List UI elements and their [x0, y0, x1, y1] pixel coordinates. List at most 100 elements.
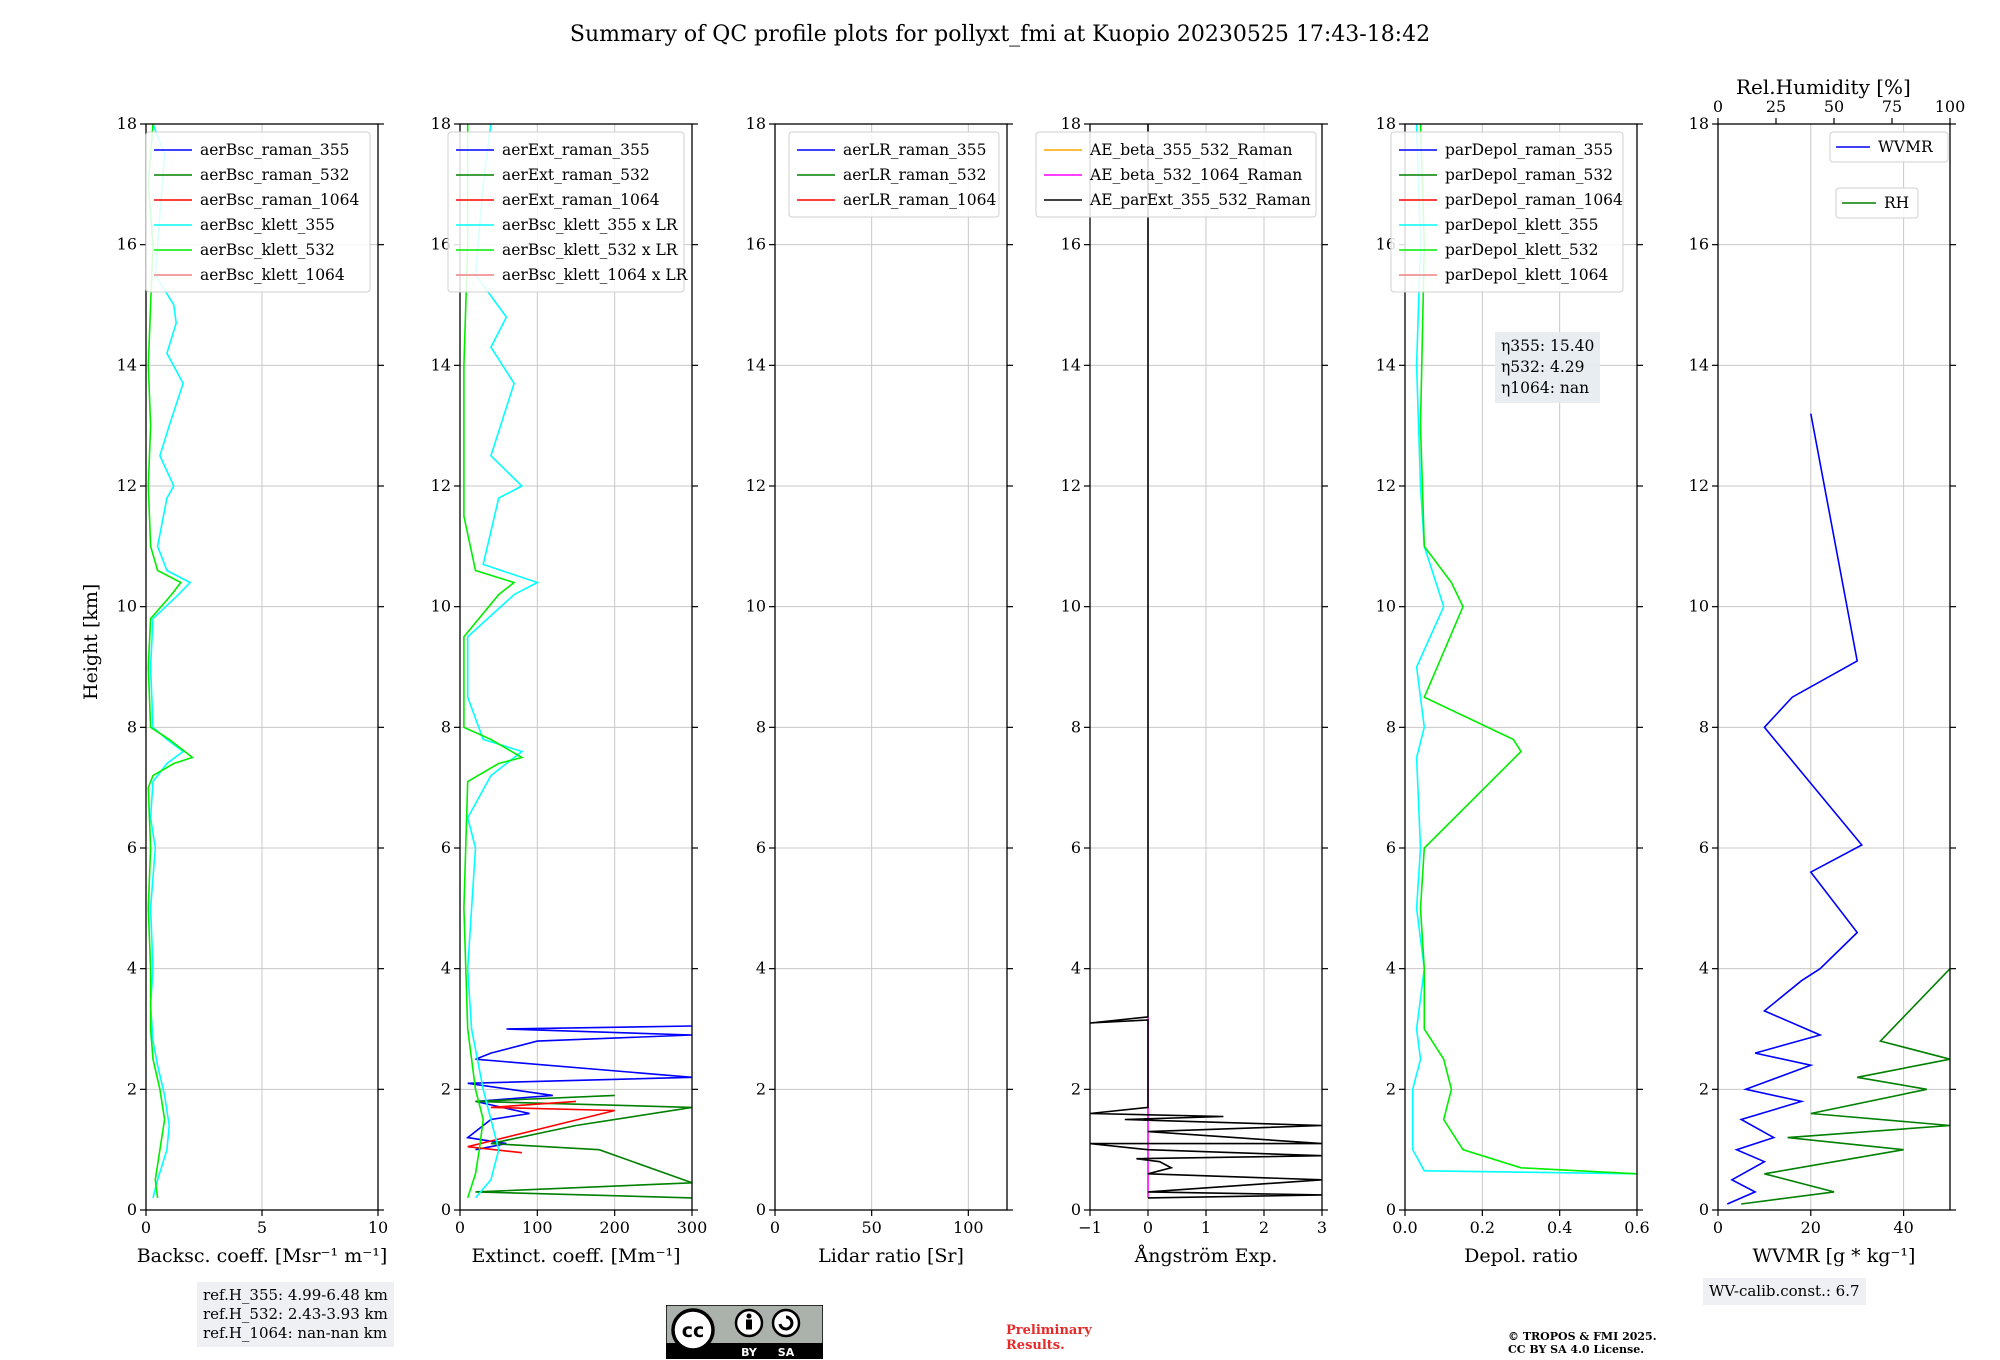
legend-box	[788, 131, 1000, 218]
preliminary-line-2: Results.	[1006, 1338, 1065, 1353]
wv-calib-note: WV-calib.const.: 6.7	[1703, 1278, 1866, 1305]
x-tick-label: 50	[861, 1218, 881, 1237]
x-tick-label: 300	[677, 1218, 708, 1237]
legend-label: RH	[1884, 194, 1909, 212]
y-tick-label: 0	[441, 1200, 451, 1219]
y-tick-label: 18	[1061, 114, 1081, 133]
x-tick-label: 0.0	[1392, 1218, 1417, 1237]
secondary-x-tick-label: 0	[1713, 97, 1723, 116]
legend-label: aerLR_raman_355	[843, 141, 986, 159]
y-tick-label: 0	[1386, 1200, 1396, 1219]
axes-frame	[1404, 123, 1638, 1211]
legend-box	[447, 131, 685, 293]
y-tick-label: 12	[431, 476, 451, 495]
legend-label: aerBsc_raman_1064	[200, 191, 360, 209]
y-tick-label: 8	[1699, 717, 1709, 736]
y-tick-label: 0	[1699, 1200, 1709, 1219]
y-tick-label: 10	[1689, 597, 1709, 616]
series-line-aerext-raman-355	[465, 1025, 693, 1151]
legend: aerBsc_raman_355 aerBsc_raman_532 aerBsc_r…	[145, 131, 371, 293]
x-tick-label: 2	[1259, 1218, 1269, 1237]
x-tick-label: 10	[368, 1218, 388, 1237]
svg-text:cc: cc	[682, 1320, 705, 1342]
copyright-note: © TROPOS & FMI 2025. CC BY SA 4.0 Licens…	[1508, 1330, 1657, 1356]
legend-box	[1829, 131, 1949, 163]
legend-wvmr: WVMR	[1829, 131, 1949, 163]
series-line-wvmr	[1726, 413, 1864, 1205]
x-tick-label: 3	[1317, 1218, 1327, 1237]
y-tick-label: 4	[1386, 959, 1396, 978]
y-tick-label: 2	[1699, 1079, 1709, 1098]
series-line-pardepol-klett-355	[1411, 123, 1638, 1175]
legend-label: aerBsc_klett_532	[200, 241, 335, 259]
legend-label: aerBsc_raman_355	[200, 141, 350, 159]
legend-label: aerBsc_raman_532	[200, 166, 350, 184]
panel-3: 0 2 4 6 8 10 12 14 16 18 0 50 100 Lidar ratio [Sr] aer…	[746, 114, 1013, 1267]
y-tick-label: 14	[746, 355, 766, 374]
x-axis-label: Depol. ratio	[1464, 1245, 1578, 1267]
y-tick-label: 6	[1071, 838, 1081, 857]
y-tick-label: 16	[117, 235, 137, 254]
legend-label: WVMR	[1878, 138, 1934, 156]
legend-label: AE_beta_355_532_Raman	[1089, 141, 1292, 159]
secondary-x-tick-label: 50	[1824, 97, 1844, 116]
y-tick-label: 8	[127, 717, 137, 736]
series-line-ae-parext-355-532-raman	[1089, 124, 1323, 1199]
legend-label: aerExt_raman_532	[502, 166, 650, 184]
legend: aerExt_raman_355 aerExt_raman_532 aerExt_r…	[447, 131, 689, 293]
y-tick-label: 18	[117, 114, 137, 133]
y-tick-label: 16	[1061, 235, 1081, 254]
series-line-aerbsc-klett-355	[149, 123, 192, 1199]
legend-label: aerExt_raman_355	[502, 141, 650, 159]
x-tick-label: 40	[1893, 1218, 1913, 1237]
series-line-aerext-raman-532	[475, 1094, 693, 1199]
legend-box	[1835, 187, 1919, 219]
y-tick-label: 2	[1386, 1079, 1396, 1098]
legend-box	[145, 131, 371, 293]
legend-label: parDepol_raman_355	[1445, 141, 1613, 159]
y-tick-label: 8	[1071, 717, 1081, 736]
y-tick-label: 8	[441, 717, 451, 736]
y-tick-label: 16	[431, 235, 451, 254]
legend-label: aerBsc_klett_1064 x LR	[502, 266, 689, 284]
y-tick-label: 6	[127, 838, 137, 857]
preliminary-line-1: Preliminary	[1006, 1323, 1092, 1338]
y-tick-label: 10	[117, 597, 137, 616]
y-tick-label: 14	[1376, 355, 1396, 374]
eta-1064: η1064: nan	[1501, 379, 1590, 397]
license-by-label: BY	[741, 1346, 758, 1359]
y-tick-label: 8	[756, 717, 766, 736]
panel-1: 0 2 4 6 8 10 12 14 16 18 0 5 10 Backsc. coeff. [Msr⁻¹…	[117, 114, 389, 1267]
x-tick-label: 0.4	[1547, 1218, 1572, 1237]
y-tick-label: 2	[441, 1079, 451, 1098]
license-sa-label: SA	[778, 1346, 795, 1359]
x-axis-label: Lidar ratio [Sr]	[818, 1245, 964, 1267]
x-tick-label: 0	[1143, 1218, 1153, 1237]
eta-532: η532: 4.29	[1501, 358, 1585, 376]
x-axis-label: WVMR [g * kg⁻¹]	[1753, 1245, 1916, 1267]
y-tick-label: 10	[1061, 597, 1081, 616]
y-tick-label: 16	[746, 235, 766, 254]
y-tick-label: 12	[746, 476, 766, 495]
x-tick-label: 0.2	[1470, 1218, 1495, 1237]
x-tick-label: 0.6	[1624, 1218, 1649, 1237]
legend-box	[1390, 131, 1624, 293]
x-tick-label: 0	[770, 1218, 780, 1237]
legend-label: aerExt_raman_1064	[502, 191, 660, 209]
y-tick-label: 12	[1061, 476, 1081, 495]
y-tick-label: 10	[1376, 597, 1396, 616]
y-tick-label: 14	[117, 355, 137, 374]
y-tick-label: 10	[746, 597, 766, 616]
y-tick-label: 10	[431, 597, 451, 616]
series-line-aerbsc-klett-532	[147, 123, 195, 1199]
legend-label: AE_beta_532_1064_Raman	[1089, 166, 1302, 184]
legend: parDepol_raman_355 parDepol_raman_532 parD…	[1390, 131, 1624, 293]
x-tick-label: 200	[599, 1218, 630, 1237]
y-tick-label: 2	[127, 1079, 137, 1098]
y-tick-label: 0	[1071, 1200, 1081, 1219]
x-tick-label: 5	[257, 1218, 267, 1237]
secondary-x-tick-label: 25	[1766, 97, 1786, 116]
